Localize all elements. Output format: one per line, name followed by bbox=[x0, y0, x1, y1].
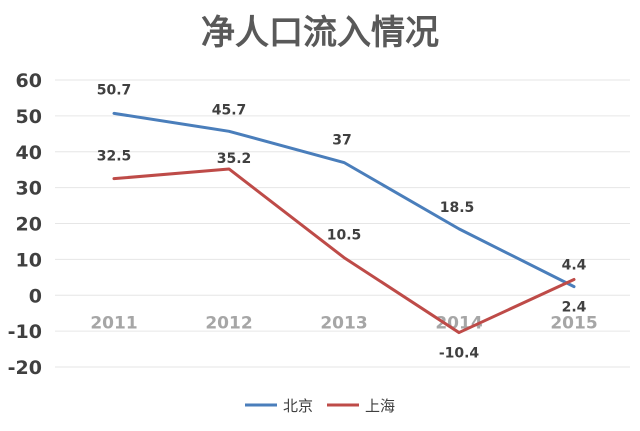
y-tick-label: 20 bbox=[16, 214, 42, 236]
legend: 北京 上海 bbox=[245, 397, 395, 415]
y-tick-label: -20 bbox=[8, 357, 42, 379]
data-label: 10.5 bbox=[327, 228, 362, 244]
data-labels: 50.7 45.7 37 18.5 2.4 32.5 35.2 10.5 -10.4 4.4 bbox=[97, 82, 587, 361]
y-axis-ticks: 60 50 40 30 20 10 0 -10 -20 bbox=[8, 70, 42, 379]
legend-label: 北京 bbox=[283, 397, 313, 415]
series-lines bbox=[112, 111, 576, 335]
data-label: 2.4 bbox=[562, 300, 587, 316]
data-label: 45.7 bbox=[212, 102, 247, 118]
series-line bbox=[112, 167, 576, 335]
series-line bbox=[112, 111, 576, 289]
x-tick-label: 2012 bbox=[205, 313, 252, 333]
y-tick-label: 40 bbox=[16, 142, 42, 164]
gridlines bbox=[55, 79, 630, 368]
y-tick-label: 30 bbox=[16, 178, 42, 200]
data-label: 4.4 bbox=[562, 257, 587, 273]
y-tick-label: 10 bbox=[16, 249, 42, 271]
y-tick-label: -10 bbox=[8, 321, 42, 343]
x-tick-label: 2011 bbox=[90, 313, 137, 333]
data-label: 35.2 bbox=[217, 151, 252, 167]
chart-title: 净人口流入情况 bbox=[201, 13, 439, 53]
y-tick-label: 60 bbox=[16, 70, 42, 92]
data-label: 50.7 bbox=[97, 82, 132, 98]
y-tick-label: 0 bbox=[29, 285, 42, 307]
data-label: 32.5 bbox=[97, 149, 132, 165]
data-label: 18.5 bbox=[440, 200, 475, 216]
data-label: 37 bbox=[332, 133, 351, 149]
y-tick-label: 50 bbox=[16, 106, 42, 128]
x-axis-ticks: 2011 2012 2013 2014 2015 bbox=[90, 313, 597, 333]
x-tick-label: 2015 bbox=[550, 313, 597, 333]
legend-label: 上海 bbox=[365, 397, 395, 415]
data-label: -10.4 bbox=[439, 346, 480, 362]
x-tick-label: 2013 bbox=[320, 313, 367, 333]
